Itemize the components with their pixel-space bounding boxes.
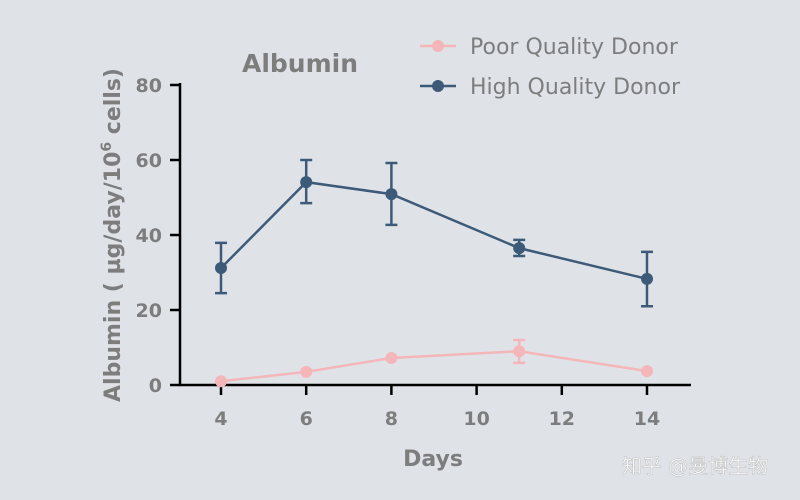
series-line <box>220 180 648 281</box>
chart-title: Albumin <box>242 49 358 78</box>
data-point <box>513 242 526 255</box>
series-line <box>220 349 648 383</box>
x-tick-label: 4 <box>214 408 227 430</box>
watermark: 知乎 @曼博生物 <box>622 454 768 478</box>
data-point <box>215 375 227 388</box>
y-axis-label: Albumin ( µg/day/106 cells) <box>99 68 126 402</box>
legend: Poor Quality Donor High Quality Donor <box>420 35 681 100</box>
data-point <box>385 188 398 201</box>
x-tick-label: 12 <box>549 408 575 430</box>
x-axis-label: Days <box>403 447 463 472</box>
x-tick-label: 6 <box>300 408 313 430</box>
x-tick-label: 10 <box>463 408 489 430</box>
legend-label: High Quality Donor <box>470 75 681 100</box>
y-tick-label: 20 <box>136 300 162 322</box>
data-point <box>385 352 398 364</box>
legend-marker <box>432 80 444 92</box>
y-tick-label: 40 <box>136 225 162 247</box>
data-point <box>300 365 313 378</box>
data-point <box>215 262 227 274</box>
legend-label: Poor Quality Donor <box>470 35 679 60</box>
x-tick-label: 8 <box>385 408 398 430</box>
y-tick-label: 0 <box>149 375 162 397</box>
data-point <box>513 345 526 358</box>
data-point <box>641 365 653 378</box>
legend-marker <box>432 40 444 52</box>
data-point <box>641 272 653 285</box>
y-tick-label: 60 <box>136 150 162 172</box>
y-tick-label: 80 <box>136 75 162 97</box>
data-point <box>300 176 313 189</box>
x-tick-label: 14 <box>634 408 660 430</box>
